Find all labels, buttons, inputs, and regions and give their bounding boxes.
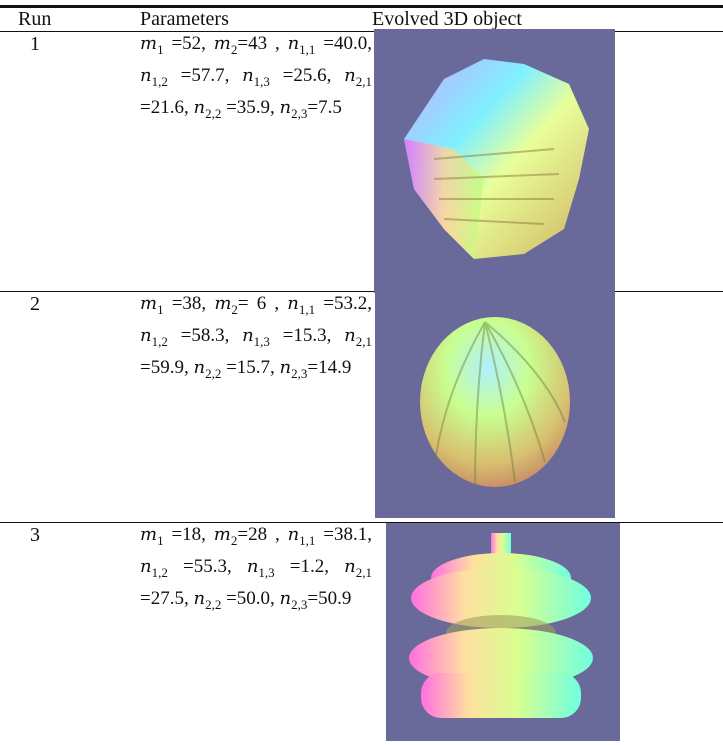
value: =52, [164, 33, 214, 54]
variable: m [214, 33, 231, 54]
variable: n [193, 588, 205, 609]
subscript: 1,2 [152, 565, 168, 580]
value: =38.1, [315, 524, 372, 545]
value: =15.7, [221, 357, 279, 378]
variable: n [242, 325, 254, 346]
value: =1.2, [275, 556, 344, 577]
subscript: 2,3 [291, 105, 307, 120]
value: =35.9, [221, 97, 279, 118]
value: =14.9 [307, 357, 351, 378]
subscript: 1,3 [254, 74, 270, 89]
header-cell: Parameters [140, 8, 229, 31]
variable: m [140, 293, 157, 314]
run-cell: 2 [30, 293, 40, 316]
subscript: 1,1 [299, 302, 315, 317]
value: =55.3, [168, 556, 247, 577]
value: =27.5, [140, 588, 193, 609]
subscript: 1,1 [299, 42, 315, 57]
subscript: 2,1 [356, 74, 372, 89]
subscript: 1,2 [152, 334, 168, 349]
value: =18, [164, 524, 214, 545]
value: =59.9, [140, 357, 193, 378]
subscript: 1,2 [152, 74, 168, 89]
variable: m [140, 33, 157, 54]
variable: n [280, 588, 292, 609]
subscript: 2,1 [356, 334, 372, 349]
variable: n [140, 325, 152, 346]
variable: n [140, 65, 152, 86]
page: Run Parameters Evolved 3D object [0, 0, 723, 745]
object-image [374, 29, 615, 293]
value: =28 , [237, 524, 287, 545]
value: =57.7, [168, 65, 242, 86]
parameters-cell: m1 =52, m2=43 , n1,1 =40.0, n1,2 =57.7, … [140, 31, 372, 126]
value: =40.0, [315, 33, 372, 54]
subscript: 1,3 [258, 565, 274, 580]
value: = 6 , [238, 293, 287, 314]
value: =50.9 [307, 588, 351, 609]
variable: n [287, 293, 299, 314]
variable: n [193, 357, 205, 378]
value: =15.3, [270, 325, 344, 346]
subscript: 2,3 [291, 596, 307, 611]
value: =21.6, [140, 97, 193, 118]
top-rule [0, 5, 723, 8]
value: =43 , [237, 33, 287, 54]
header-cell: Evolved 3D object [372, 8, 522, 31]
variable: n [242, 65, 254, 86]
variable: m [214, 524, 231, 545]
parameters-cell: m1 =38, m2= 6 , n1,1 =53.2, n1,2 =58.3, … [140, 291, 372, 386]
parameters-cell: m1 =18, m2=28 , n1,1 =38.1, n1,2 =55.3, … [140, 522, 372, 617]
subscript: 2,2 [205, 596, 221, 611]
variable: m [214, 293, 231, 314]
variable: n [344, 65, 356, 86]
value: =25.6, [270, 65, 344, 86]
variable: n [288, 524, 300, 545]
value: =53.2, [315, 293, 372, 314]
variable: n [344, 556, 356, 577]
value: =58.3, [168, 325, 242, 346]
object-image [375, 292, 615, 518]
subscript: 2,3 [291, 365, 307, 380]
run-cell: 3 [30, 524, 40, 547]
variable: n [280, 97, 292, 118]
subscript: 1,3 [254, 334, 270, 349]
value: =50.0, [221, 588, 279, 609]
variable: n [344, 325, 356, 346]
variable: n [140, 556, 152, 577]
run-cell: 1 [30, 33, 40, 56]
value: =7.5 [307, 97, 341, 118]
value: =38, [164, 293, 215, 314]
subscript: 2,2 [205, 105, 221, 120]
variable: m [140, 524, 157, 545]
variable: n [280, 357, 292, 378]
variable: n [288, 33, 300, 54]
header-cell: Run [18, 8, 51, 31]
subscript: 2,2 [205, 365, 221, 380]
subscript: 2,1 [356, 565, 372, 580]
subscript: 1,1 [299, 533, 315, 548]
object-image [386, 523, 620, 741]
variable: n [193, 97, 205, 118]
variable: n [247, 556, 259, 577]
